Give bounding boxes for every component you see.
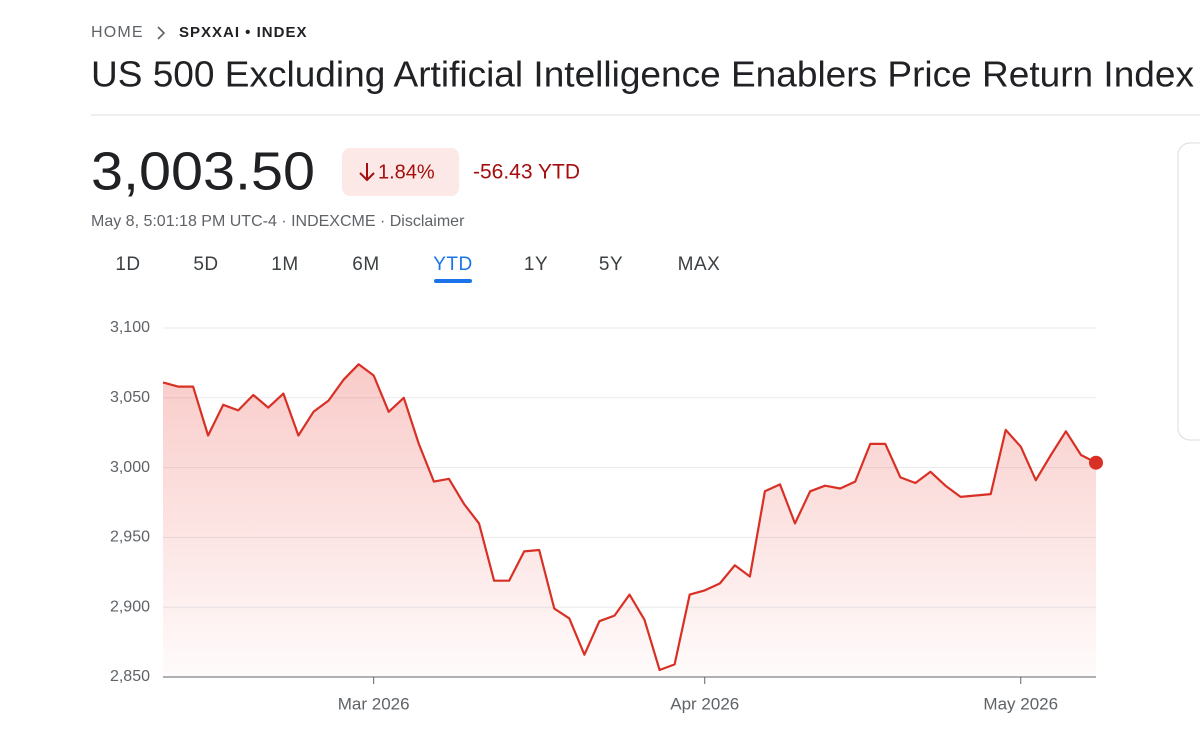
range-tab[interactable]: 5Y [599,254,623,275]
quote: 3,003.50 1.84% -56.43 YTD May 8, 5:01:18… [91,141,580,230]
x-tick-label: Mar 2026 [338,694,410,713]
side-card [1177,142,1200,441]
y-tick-label: 2,850 [110,668,150,685]
breadcrumb-home[interactable]: HOME [91,24,144,41]
change-badge [342,148,459,196]
change-percent: 1.84% [378,161,435,183]
change-ytd: -56.43 YTD [473,161,580,184]
range-tabs: 1D 5D 1M 6M YTD 1Y 5Y MAX [115,254,720,283]
price-area [163,364,1096,677]
range-tab[interactable]: 5D [193,254,218,275]
quote-info: May 8, 5:01:18 PM UTC-4 · INDEXCME · Dis… [91,213,465,230]
header: HOME SPXXAI • INDEX US 500 Excluding Art… [91,24,1200,116]
y-tick-label: 2,900 [110,598,150,615]
range-tab[interactable]: 6M [352,254,379,275]
range-tab[interactable]: MAX [678,254,721,275]
last-point [1089,455,1103,470]
price-line [162,363,1097,672]
breadcrumb-chevron [157,26,166,40]
x-tick-label: Apr 2026 [670,694,739,713]
range-tab[interactable]: 1M [271,254,298,275]
y-tick-label: 3,050 [110,389,150,406]
price: 3,003.50 [91,141,315,201]
breadcrumb-current: SPXXAI • INDEX [179,24,307,41]
range-tab[interactable]: YTD [433,254,473,275]
selected-tab-indicator [434,279,472,283]
y-tick-label: 3,000 [110,459,150,476]
page-title: US 500 Excluding Artificial Intelligence… [91,54,1194,95]
y-tick-label: 2,950 [110,529,150,546]
chart: 2,850 2,900 2,950 3,000 3,050 3,100 Mar 2026 Ap… [110,319,1103,713]
range-tab[interactable]: 1Y [524,254,548,275]
range-tab[interactable]: 1D [115,254,140,275]
x-tick-label: May 2026 [983,694,1058,713]
y-tick-label: 3,100 [110,319,150,336]
down-arrow [359,163,375,182]
